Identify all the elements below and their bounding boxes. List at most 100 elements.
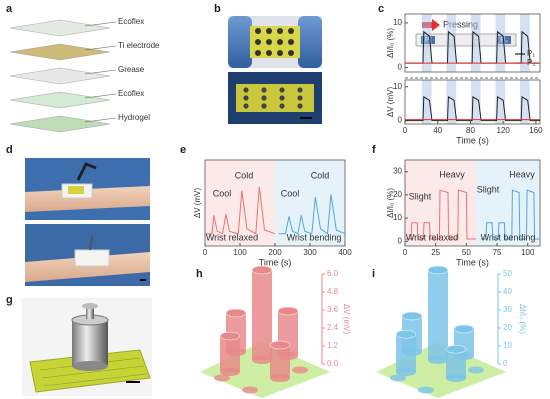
photo-g bbox=[22, 298, 152, 396]
y-axis-label: ΔV (mV) bbox=[386, 87, 395, 118]
cylinder-base bbox=[270, 374, 290, 382]
z-tick-label: 0.0 bbox=[327, 359, 339, 368]
cylinder-base bbox=[446, 374, 466, 382]
press-band bbox=[520, 14, 530, 72]
x-tick-label: 300 bbox=[303, 248, 317, 257]
cylinder-top bbox=[219, 331, 241, 341]
cylinder-base bbox=[220, 368, 240, 376]
dot bbox=[255, 28, 261, 34]
x-tick-label: 200 bbox=[268, 248, 282, 257]
z-tick-label: 40 bbox=[503, 287, 512, 296]
dot bbox=[266, 39, 272, 45]
x-axis-label: Time (s) bbox=[456, 257, 489, 267]
pad bbox=[292, 366, 308, 374]
panel-label: i bbox=[372, 268, 375, 280]
cylinder-top bbox=[401, 311, 423, 321]
cylinder bbox=[428, 270, 448, 360]
panel-label: c bbox=[378, 3, 384, 15]
cylinder-top bbox=[251, 265, 273, 275]
dot bbox=[288, 39, 294, 45]
plane bbox=[200, 342, 330, 398]
x-tick-label: 80 bbox=[466, 126, 475, 135]
dot bbox=[277, 28, 283, 34]
x-tick-label: 40 bbox=[433, 126, 442, 135]
panel-label: g bbox=[6, 294, 13, 306]
dot bbox=[297, 103, 303, 109]
cylinder bbox=[270, 345, 290, 378]
z-tick-label: 20 bbox=[503, 323, 512, 332]
cylinder-top bbox=[225, 308, 247, 318]
x-tick-label: 0 bbox=[403, 248, 408, 257]
series-line bbox=[405, 189, 477, 240]
layer-label: Ti electrode bbox=[118, 41, 160, 50]
plot-frame bbox=[404, 13, 541, 73]
z-tick-label: 50 bbox=[503, 269, 512, 278]
region bbox=[275, 160, 345, 246]
press-band bbox=[470, 80, 481, 124]
photo-b bbox=[228, 16, 322, 124]
pad bbox=[242, 386, 258, 394]
x-axis-label: Time (s) bbox=[456, 135, 489, 145]
series-line bbox=[405, 30, 540, 64]
layer-label: Grease bbox=[118, 65, 145, 74]
press-band bbox=[495, 80, 506, 124]
series-line bbox=[205, 186, 276, 235]
z-tick-label: 10 bbox=[503, 341, 512, 350]
z-tick-label: 4.8 bbox=[327, 287, 339, 296]
x-tick-label: 160 bbox=[529, 126, 543, 135]
dot bbox=[279, 87, 285, 93]
leader bbox=[84, 93, 117, 99]
plot-frame bbox=[404, 79, 541, 125]
layer bbox=[9, 91, 111, 109]
y-tick-label: 0 bbox=[398, 63, 403, 72]
annotation: Wrist bending bbox=[481, 232, 536, 242]
panel-label: a bbox=[6, 3, 13, 15]
dot bbox=[261, 87, 267, 93]
press-band bbox=[495, 14, 506, 72]
dot bbox=[277, 39, 283, 45]
series-line bbox=[278, 194, 346, 235]
panel-label: b bbox=[214, 3, 221, 15]
cylinder-top bbox=[269, 340, 291, 350]
plot-frame bbox=[404, 159, 541, 247]
y-tick-label: 20 bbox=[393, 190, 402, 199]
dot bbox=[288, 28, 294, 34]
layer bbox=[9, 19, 111, 37]
panel-label: h bbox=[196, 268, 203, 280]
cylinder-top bbox=[453, 324, 475, 334]
dot bbox=[297, 95, 303, 101]
z-tick-label: 30 bbox=[503, 305, 512, 314]
cylinder-top bbox=[445, 344, 467, 354]
annotation: Cold bbox=[311, 170, 330, 180]
annotation: Wrist bending bbox=[287, 232, 342, 242]
z-tick-label: 3.6 bbox=[327, 305, 339, 314]
panel-label: e bbox=[180, 144, 186, 156]
press-band bbox=[470, 14, 481, 72]
z-tick-label: 1.2 bbox=[327, 341, 339, 350]
pad bbox=[390, 374, 406, 382]
pad bbox=[468, 366, 484, 374]
cylinder bbox=[220, 336, 240, 372]
annotation: Pressing bbox=[443, 19, 478, 29]
y-tick-label: 10 bbox=[393, 18, 402, 27]
pad bbox=[418, 386, 434, 394]
annotation: Heavy bbox=[509, 169, 535, 179]
dot bbox=[279, 103, 285, 109]
annotation: Cool bbox=[281, 188, 300, 198]
dot bbox=[277, 50, 283, 56]
dot bbox=[255, 39, 261, 45]
series-line bbox=[405, 96, 540, 122]
cylinder bbox=[252, 270, 272, 360]
press-band bbox=[421, 14, 432, 72]
leader bbox=[84, 69, 117, 75]
cylinder-top bbox=[427, 265, 449, 275]
x-tick-label: 25 bbox=[431, 248, 440, 257]
leader bbox=[84, 21, 117, 27]
panel-label: f bbox=[372, 144, 376, 156]
leader bbox=[84, 117, 117, 123]
dot bbox=[243, 95, 249, 101]
dot bbox=[297, 87, 303, 93]
x-tick-label: 120 bbox=[497, 126, 511, 135]
x-tick-label: 0 bbox=[403, 126, 408, 135]
